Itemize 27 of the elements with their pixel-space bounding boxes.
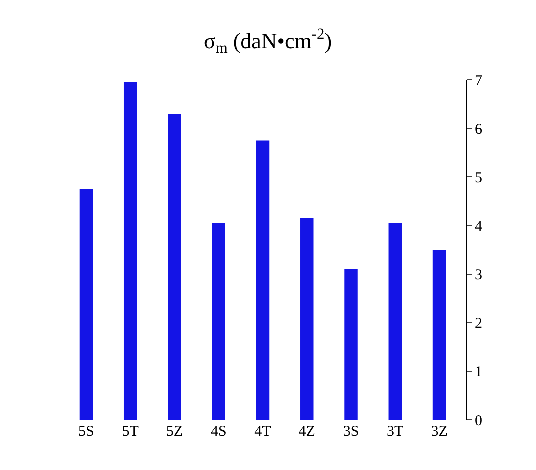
y-tick-label: 3 [475,268,482,284]
y-tick-label: 4 [475,218,483,235]
x-tick-label: 3Z [431,424,448,440]
chart-title: σ$_{m}$ (daN•cm$^{-2}$) [204,26,332,57]
y-tick-label: 0 [475,413,482,430]
bar [432,250,446,420]
x-tick-label: 4S [210,424,227,440]
y-tick-label: 5 [475,170,482,186]
x-tick-label: 5S [78,424,94,440]
bar [168,114,182,420]
bar [80,189,94,420]
bar [344,269,358,420]
bar [300,218,314,420]
y-tick-label: 6 [475,122,483,138]
bar [212,223,226,420]
x-tick-label: 3S [343,424,360,440]
x-tick-label: 3T [387,424,404,440]
x-tick-label: 5Z [166,424,184,440]
y-tick-label: 7 [475,73,483,90]
y-tick-label: 1 [475,364,482,381]
x-tick-label: 4Z [298,424,316,440]
bar [256,140,270,420]
x-tick-label: 5T [122,424,139,440]
bar [388,223,402,420]
y-tick-label: 2 [475,316,482,332]
x-tick-label: 4T [254,424,272,440]
bar [124,82,138,420]
